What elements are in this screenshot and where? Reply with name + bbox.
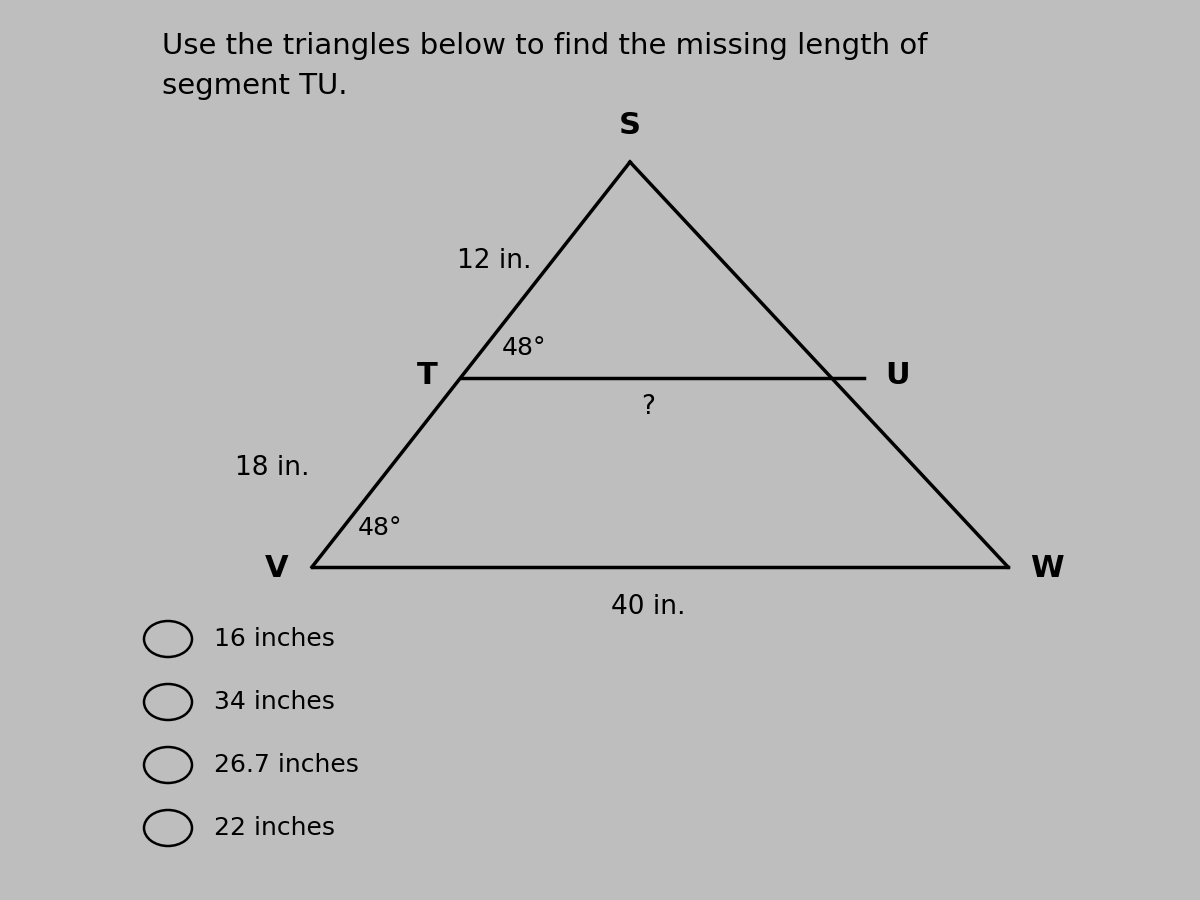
Text: T: T: [418, 361, 438, 390]
Text: 12 in.: 12 in.: [457, 248, 532, 274]
Text: 16 inches: 16 inches: [214, 627, 335, 651]
Text: segment TU.: segment TU.: [162, 72, 348, 100]
Text: 40 in.: 40 in.: [611, 594, 685, 620]
Text: W: W: [1030, 554, 1063, 583]
Text: ?: ?: [641, 394, 655, 420]
Text: 22 inches: 22 inches: [214, 816, 335, 840]
Text: Use the triangles below to find the missing length of: Use the triangles below to find the miss…: [162, 32, 928, 59]
Text: U: U: [886, 361, 911, 390]
Text: V: V: [264, 554, 288, 583]
Text: 48°: 48°: [502, 336, 546, 360]
Text: 48°: 48°: [358, 516, 402, 540]
Text: S: S: [619, 111, 641, 140]
Text: 18 in.: 18 in.: [235, 455, 310, 481]
Text: 26.7 inches: 26.7 inches: [214, 753, 359, 777]
Text: 34 inches: 34 inches: [214, 690, 335, 714]
